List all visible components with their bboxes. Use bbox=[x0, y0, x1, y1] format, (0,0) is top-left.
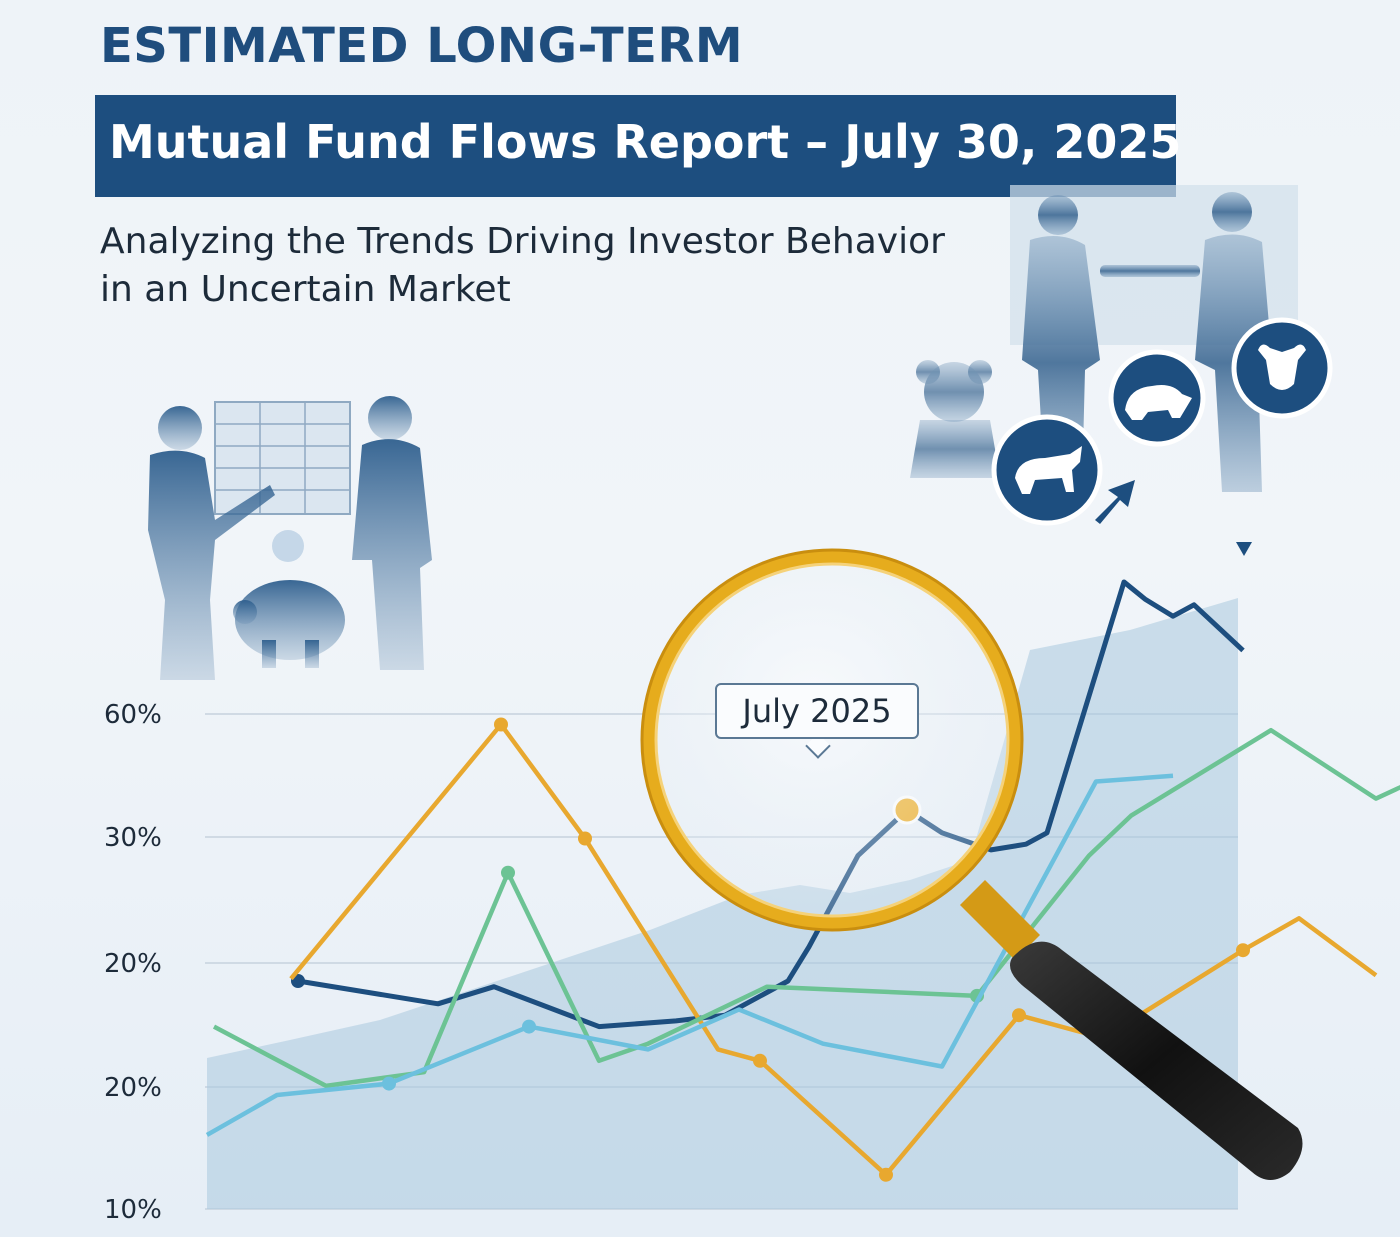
data-point bbox=[382, 1076, 396, 1091]
y-tick-label: 60% bbox=[104, 700, 162, 730]
y-tick-label: 30% bbox=[104, 823, 162, 853]
data-point bbox=[753, 1053, 767, 1068]
piggy-bank-icon bbox=[233, 530, 345, 668]
y-tick-label: 20% bbox=[104, 949, 162, 979]
y-tick-label: 10% bbox=[104, 1195, 162, 1225]
data-point bbox=[494, 717, 508, 732]
bear-badge-icon bbox=[1108, 349, 1206, 447]
report-eyebrow: ESTIMATED LONG-TERM bbox=[100, 18, 744, 74]
subtitle-line-2: in an Uncertain Market bbox=[100, 269, 511, 310]
report-subtitle: Analyzing the Trends Driving Investor Be… bbox=[100, 218, 1000, 314]
data-point bbox=[1012, 1008, 1026, 1023]
data-point bbox=[879, 1167, 893, 1182]
bear-mascot-icon bbox=[910, 360, 1000, 478]
title-banner: Mutual Fund Flows Report – July 30, 2025 bbox=[95, 95, 1181, 197]
investors-meeting-icon bbox=[148, 396, 432, 680]
bull-head-badge-icon bbox=[1231, 317, 1333, 419]
bull-badge-icon bbox=[991, 414, 1103, 526]
area-series bbox=[207, 598, 1238, 1209]
data-point bbox=[1236, 943, 1250, 958]
y-tick-label: 20% bbox=[104, 1073, 162, 1103]
subtitle-line-1: Analyzing the Trends Driving Investor Be… bbox=[100, 221, 945, 262]
report-title: Mutual Fund Flows Report – July 30, 2025 bbox=[109, 115, 1182, 169]
magnifying-glass-icon bbox=[640, 548, 1303, 1180]
up-arrow-icon bbox=[1095, 480, 1135, 524]
data-point bbox=[522, 1019, 536, 1034]
data-point bbox=[501, 865, 515, 880]
series-end-marker bbox=[1236, 542, 1252, 556]
july-2025-annotation: July 2025 bbox=[715, 683, 919, 739]
data-point bbox=[578, 831, 592, 846]
series-line bbox=[212, 727, 1400, 1089]
